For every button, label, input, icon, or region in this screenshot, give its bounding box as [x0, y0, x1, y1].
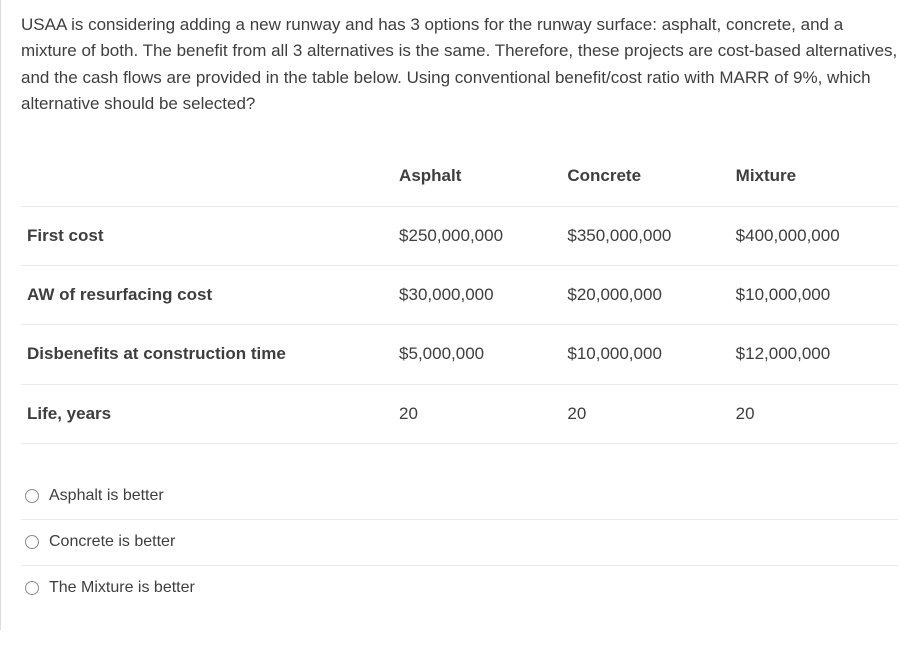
cell: $10,000,000 [730, 266, 898, 325]
cell: 20 [393, 384, 561, 443]
cell: 20 [561, 384, 729, 443]
radio-icon [25, 581, 39, 595]
table-row: Life, years 20 20 20 [21, 384, 898, 443]
row-label: Disbenefits at construction time [21, 325, 393, 384]
col-header-concrete: Concrete [561, 147, 729, 206]
col-header-blank [21, 147, 393, 206]
cell: $12,000,000 [730, 325, 898, 384]
cell: $350,000,000 [561, 206, 729, 265]
question-text: USAA is considering adding a new runway … [21, 12, 898, 117]
cell: $10,000,000 [561, 325, 729, 384]
cell: $400,000,000 [730, 206, 898, 265]
cell: $5,000,000 [393, 325, 561, 384]
cell: $250,000,000 [393, 206, 561, 265]
option-mixture[interactable]: The Mixture is better [21, 566, 898, 611]
answer-options: Asphalt is better Concrete is better The… [21, 474, 898, 610]
cell: $20,000,000 [561, 266, 729, 325]
cell: $30,000,000 [393, 266, 561, 325]
option-label: Concrete is better [49, 530, 175, 555]
row-label: Life, years [21, 384, 393, 443]
row-label: First cost [21, 206, 393, 265]
cost-table: Asphalt Concrete Mixture First cost $250… [21, 147, 898, 444]
row-label: AW of resurfacing cost [21, 266, 393, 325]
cell: 20 [730, 384, 898, 443]
table-row: AW of resurfacing cost $30,000,000 $20,0… [21, 266, 898, 325]
option-label: Asphalt is better [49, 484, 164, 509]
col-header-asphalt: Asphalt [393, 147, 561, 206]
option-asphalt[interactable]: Asphalt is better [21, 474, 898, 520]
radio-icon [25, 535, 39, 549]
col-header-mixture: Mixture [730, 147, 898, 206]
option-concrete[interactable]: Concrete is better [21, 520, 898, 566]
table-row: Disbenefits at construction time $5,000,… [21, 325, 898, 384]
table-row: First cost $250,000,000 $350,000,000 $40… [21, 206, 898, 265]
option-label: The Mixture is better [49, 576, 195, 601]
radio-icon [25, 489, 39, 503]
